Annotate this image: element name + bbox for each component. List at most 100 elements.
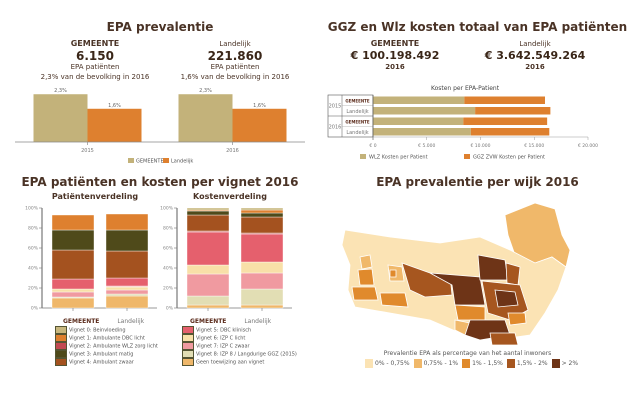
legend-swatch [128,158,134,163]
kostenverdeling-chart: 0% 20% 40% 60% 80% 100% [160,206,292,312]
legend-swatch [55,334,67,342]
map-region-south-4[interactable] [507,312,527,326]
map-title: EPA prevalentie per wijk 2016 [376,175,579,189]
map-legend-swatch [506,359,515,368]
map-region-south-5[interactable] [489,332,519,345]
stack-segment [51,249,95,280]
kosten-gemeente-value: € 100.198.492 [350,49,440,62]
kostenverdeling-subtitle: Kostenverdeling [193,192,267,201]
stack-segment [240,304,284,309]
legend-swatch [182,350,194,358]
x-tick-label: € 15.000 [524,143,544,149]
legend-swatch [182,334,194,342]
data-label: 1,6% [253,103,266,109]
stack-segment [105,295,149,309]
patientenverdeling-chart: 0% 20% 40% 60% 80% 100% [25,206,157,312]
map-region-west-3[interactable] [351,286,379,301]
map-legend-label: 1,5% - 2% [516,360,548,367]
stack-segment [186,264,230,275]
map-region-center-4[interactable] [505,262,521,286]
legend-item: Vignet 5: DBC klinisch [182,326,297,334]
x-tick-label: € 0 [369,143,376,149]
kosten-gemeente-label: GEMEENTE [370,39,420,48]
legend-left-header2: Landelijk [117,318,145,325]
kosten-gemeente-year: 2016 [385,63,405,71]
y-tick-label: 60% [163,246,174,252]
landelijk-patients-count: 221.860 [207,49,263,63]
kosten-title: GGZ en Wlz kosten totaal van EPA patiënt… [327,20,628,34]
map-region-west-2[interactable] [357,268,375,286]
legend-item: Geen toewijzing aan vignet [182,358,297,366]
legend-label: Vignet 0: Beinvloeding [69,327,126,334]
map-region-west-4[interactable] [379,292,409,308]
stack-segment [105,289,149,295]
stack-segment [51,297,95,309]
map-legend-item: 1,5% - 2% [506,359,548,368]
map-legend-item: 0% - 0,75% [365,359,410,368]
legend-label: Vignet 8: IZP 8 / Langdurige GGZ (2015) [196,351,297,358]
y-tick-label: 100% [25,206,39,212]
stack-segment [186,273,230,297]
legend-label: Vignet 7: IZP C zwaar [196,343,250,350]
legend-left-header: GEMEENTE [63,318,100,325]
legend-swatch [55,350,67,358]
map-legend-label: > 2% [561,360,579,367]
y-tick-label: 80% [28,226,39,232]
map-legend-swatch [365,359,373,368]
map-legend-item: > 2% [551,359,579,368]
bar-segment [464,96,545,104]
stack-segment [186,207,230,211]
legend-swatch [464,154,470,159]
patientenverdeling-subtitle: Patiëntenverdeling [51,192,139,201]
y-tick-label: 40% [163,266,174,272]
legend-swatch [55,342,67,350]
stack-segment [51,278,95,290]
bar-gemeente-2015 [33,94,88,142]
landelijk-patients-label: EPA patiënten [210,63,260,71]
legend-label: Vignet 4: Ambulant zwaar [69,359,134,366]
bar-segment [475,107,551,115]
legend-item: Vignet 7: IZP C zwaar [182,342,297,350]
legend-label: Geen toewijzing aan vignet [196,359,265,366]
map-legend-swatch [551,359,560,368]
stack-segment [105,286,149,291]
bar-landelijk-2016 [232,108,287,142]
legend-swatch [55,358,67,366]
stack-segment [186,304,230,309]
stack-segment [240,207,284,211]
stack-segment [51,229,95,251]
legend-item: Vignet 0: Beinvloeding [55,326,158,334]
map-region-south-1[interactable] [454,304,486,321]
y-tick-label: 60% [28,246,39,252]
map-region-center-6[interactable] [494,289,519,308]
legend-swatch [360,154,366,159]
y-tick-label: 0% [31,306,39,312]
map-region-center-2[interactable] [429,272,486,306]
wijk-map [341,202,571,345]
map-legend: 0% - 0,75% 0,75% - 1% 1% - 1,5% 1,5% - 2% > … [365,359,579,368]
stack-segment [240,272,284,290]
x-tick-label: € 5.000 [418,143,435,149]
y-tick-label: 20% [163,286,174,292]
legend-label: GEMEENTE [136,159,164,165]
bar-segment [373,107,476,115]
map-region-west-6[interactable] [389,269,397,278]
map-legend-label: 0,75% - 1% [423,360,459,367]
stack-segment [186,231,230,266]
legend-item: Vignet 8: IZP 8 / Langdurige GGZ (2015) [182,350,297,358]
y-tick-label: 40% [28,266,39,272]
map-region-west-1[interactable] [359,254,373,270]
stack-segment [240,216,284,234]
landelijk-prevalence-text: 1,6% van de bevolking in 2016 [180,73,290,81]
stack-segment [105,277,149,287]
legend-right-header: GEMEENTE [190,318,227,325]
x-tick-label: € 20.000 [578,143,598,149]
stack-segment [240,233,284,263]
map-legend-label: 0% - 0,75% [375,360,410,367]
x-tick-label: 2016 [226,148,239,154]
legend-swatch [182,358,194,366]
row-label: GEMEENTE [345,98,370,103]
legend-swatch [55,326,67,334]
legend-item: Vignet 4: Ambulant zwaar [55,358,158,366]
stack-segment [105,293,149,297]
